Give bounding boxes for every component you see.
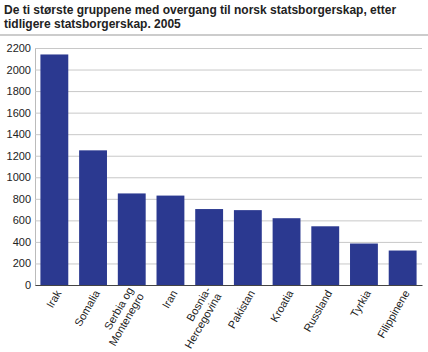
y-tick: 2200: [7, 42, 422, 54]
x-tick: Kroatia: [268, 285, 296, 324]
y-tick-label: 1800: [7, 85, 31, 97]
bar: [311, 226, 339, 285]
x-tick-label: Irak: [44, 287, 64, 309]
x-tick-label: Tyrkia: [348, 287, 374, 319]
grid-line: [35, 48, 422, 49]
x-tick: Serbia ogMontenegro: [96, 285, 146, 348]
x-tick: Irak: [44, 285, 64, 310]
x-tick-label-line: Kroatia: [268, 287, 296, 324]
x-tick: Iran: [160, 285, 180, 310]
bar: [389, 251, 417, 285]
x-axis: Irak SomaliaSerbia ogMontenegro IranBosnia…: [36, 284, 423, 350]
title-line: tidligere statsborgerskap. 2005: [4, 17, 181, 31]
x-tick: Somalia: [72, 285, 103, 328]
x-tick-label: Iran: [160, 288, 180, 310]
y-axis: 0 200 400 600 800 1000 1200 1400 1600 1800 2000 220…: [7, 42, 422, 291]
x-tick-label-line: Hercegovina: [182, 290, 224, 350]
y-tick: 1400: [7, 128, 422, 140]
y-tick: 1200: [7, 150, 422, 162]
x-tick-label: Russland: [301, 288, 334, 334]
y-tick-label: 1000: [7, 171, 31, 183]
x-tick-label-line: Iran: [160, 288, 180, 310]
x-tick-label-line: Somalia: [72, 287, 103, 328]
bar: [79, 150, 107, 285]
y-tick: 1000: [7, 171, 422, 183]
y-tick-label: 600: [13, 214, 31, 226]
grid-line: [35, 285, 422, 286]
y-tick-label: 2000: [7, 64, 31, 76]
y-tick: 800: [13, 193, 422, 205]
x-tick: Russland: [301, 285, 334, 334]
title-rule: [0, 35, 428, 36]
bar: [157, 196, 185, 285]
x-tick: Bosnia-Hercegovina: [172, 284, 224, 350]
y-tick-label: 1200: [7, 150, 31, 162]
plot: 0 200 400 600 800 1000 1200 1400 1600 1800 2000 220…: [7, 42, 423, 350]
y-tick: 2000: [7, 64, 422, 76]
y-tick-label: 800: [13, 193, 31, 205]
x-tick-label: Filippinene: [375, 288, 412, 340]
x-tick: Tyrkia: [348, 285, 374, 319]
y-tick-label: 400: [13, 236, 31, 248]
x-tick-label-line: Russland: [301, 288, 334, 334]
x-tick: Filippinene: [375, 285, 412, 340]
bar: [273, 218, 301, 285]
y-tick-label: 1400: [7, 128, 31, 140]
y-tick-label: 2200: [7, 42, 31, 54]
bars: [40, 54, 416, 285]
x-tick-label: Somalia: [72, 287, 103, 328]
bar: [118, 193, 146, 285]
x-tick-label-line: Montenegro: [106, 291, 146, 348]
grid-line: [35, 134, 422, 135]
grid-line: [35, 91, 422, 92]
grid-line: [35, 113, 422, 114]
x-tick-label-line: Filippinene: [375, 288, 412, 340]
y-tick: 1600: [7, 107, 422, 119]
x-tick-label-line: Tyrkia: [348, 287, 374, 319]
x-axis-line: [36, 285, 423, 286]
x-tick-label: Bosnia-Hercegovina: [172, 284, 224, 350]
title-line: De ti største gruppene med overgang til …: [4, 3, 396, 17]
title: De ti største gruppene med overgang til …: [4, 3, 396, 31]
bar: [195, 209, 223, 285]
y-tick-label: 200: [13, 257, 31, 269]
y-tick-label: 0: [25, 279, 31, 291]
x-tick-label-line: Pakistan: [225, 288, 256, 331]
bar: [234, 210, 262, 285]
x-tick-label: Serbia ogMontenegro: [96, 285, 146, 348]
x-tick: Pakistan: [225, 285, 256, 330]
bar: [350, 244, 378, 285]
y-axis-line: [36, 49, 423, 286]
bar: [40, 54, 68, 285]
x-tick-label-line: Irak: [44, 287, 64, 309]
chart: De ti største gruppene med overgang til …: [0, 0, 428, 352]
grid-line: [35, 70, 422, 71]
x-tick-label: Kroatia: [268, 287, 296, 324]
y-tick: 1800: [7, 85, 422, 97]
y-tick-label: 1600: [7, 107, 31, 119]
x-tick-label: Pakistan: [225, 288, 256, 331]
